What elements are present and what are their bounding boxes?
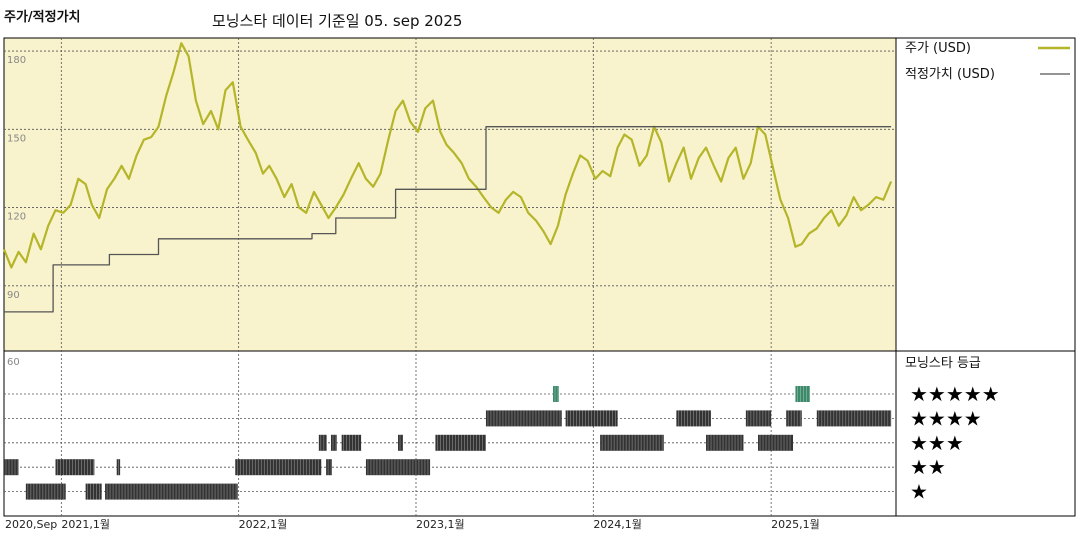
rating-segment-3-star [330, 434, 337, 451]
rating-segment-3-star [706, 434, 744, 451]
rating-segment-2-star [365, 459, 431, 476]
rating-bar [552, 386, 559, 402]
rating-legend-stars: ★★ [910, 455, 946, 479]
y-tick-label: 150 [7, 133, 26, 144]
rating-segment-2-star [326, 459, 332, 476]
fair-value-line [4, 126, 892, 313]
rating-segment-3-star [318, 434, 327, 451]
x-tick-label: 2021,1월 [61, 518, 110, 531]
rating-segment-1-star [85, 483, 102, 500]
y-tick-label: 90 [7, 290, 20, 301]
rating-segment-2-star [55, 459, 95, 476]
rating-segment-3-star [758, 434, 794, 451]
rating-bar [365, 459, 431, 476]
rating-bar [565, 410, 618, 427]
x-tick-labels: 2020,Sep 2021,1월 2022,1월 2023,1월 2024,1월 2025… [5, 518, 820, 531]
rating-bar [25, 483, 66, 500]
rating-segment-1-star [25, 483, 66, 500]
rating-legend-stars: ★★★★ [910, 406, 982, 430]
rating-bar [758, 434, 794, 451]
rating-segment-4-star [485, 410, 562, 427]
price-line [2, 42, 893, 269]
y-tick-label: 120 [7, 212, 26, 223]
rating-bar [55, 459, 95, 476]
y-tick-label: 180 [7, 55, 26, 66]
chart-outer-border [3, 37, 1076, 517]
rating-segment-1-star [105, 483, 238, 500]
y-tick-labels: 180 150 120 90 60 [7, 55, 26, 368]
rating-bar [105, 483, 238, 500]
rating-segment-2-star [4, 459, 19, 476]
rating-bar [318, 434, 327, 451]
rating-bar [235, 459, 322, 476]
chart-subtitle: 모닝스타 데이터 기준일 05. sep 2025 [212, 12, 463, 30]
rating-legend-stars: ★★★ [910, 431, 964, 455]
rating-bar [600, 434, 664, 451]
rating-segment-3-star [435, 434, 486, 451]
grid-lines [4, 38, 896, 516]
rating-y-tick: 60 [7, 357, 20, 368]
rating-legend-title: 모닝스타 등급 [905, 356, 981, 371]
rating-segment-4-star [745, 410, 772, 427]
rating-bar [485, 410, 562, 427]
x-tick-label: 2022,1월 [239, 518, 288, 531]
rating-bar [341, 434, 362, 451]
rating-segment-4-star [816, 410, 892, 427]
rating-bar [795, 386, 811, 402]
price-panel-background [4, 38, 896, 351]
rating-bar [330, 434, 337, 451]
chart-title: 주가/적정가치 [4, 10, 81, 25]
rating-bar [676, 410, 711, 427]
rating-bar [4, 459, 19, 476]
rating-legend: 모닝스타 등급★★★★★★★★★★★★★★★ [905, 356, 1000, 504]
rating-legend-stars: ★★★★★ [910, 382, 1000, 406]
legend-label: 적정가치 (USD) [905, 67, 995, 82]
rating-bar [745, 410, 772, 427]
x-tick-label: 2024,1월 [593, 518, 642, 531]
rating-bar [706, 434, 744, 451]
chart-frame [3, 37, 1076, 517]
rating-bar [326, 459, 332, 476]
rating-bar [435, 434, 486, 451]
rating-segment-5-star [552, 386, 559, 402]
series-lines [2, 42, 893, 313]
rating-segment-2-star [116, 459, 121, 476]
rating-segment-3-star [600, 434, 664, 451]
legend: 주가 (USD) 적정가치 (USD) [905, 41, 1070, 82]
rating-bar [398, 434, 403, 451]
rating-segment-5-star [795, 386, 811, 402]
rating-segment-4-star [676, 410, 711, 427]
rating-segments [4, 386, 892, 500]
rating-bar [816, 410, 892, 427]
x-tick-label: 2023,1월 [416, 518, 465, 531]
x-tick-label: 2020,Sep [5, 518, 57, 531]
rating-segment-4-star [786, 410, 802, 427]
rating-legend-stars: ★ [910, 480, 928, 504]
rating-segment-3-star [341, 434, 362, 451]
legend-label: 주가 (USD) [905, 41, 971, 56]
rating-segment-3-star [398, 434, 403, 451]
rating-segment-2-star [235, 459, 322, 476]
rating-bar [116, 459, 121, 476]
rating-bar [85, 483, 102, 500]
rating-bar [786, 410, 802, 427]
x-tick-label: 2025,1월 [771, 518, 820, 531]
rating-segment-4-star [565, 410, 618, 427]
